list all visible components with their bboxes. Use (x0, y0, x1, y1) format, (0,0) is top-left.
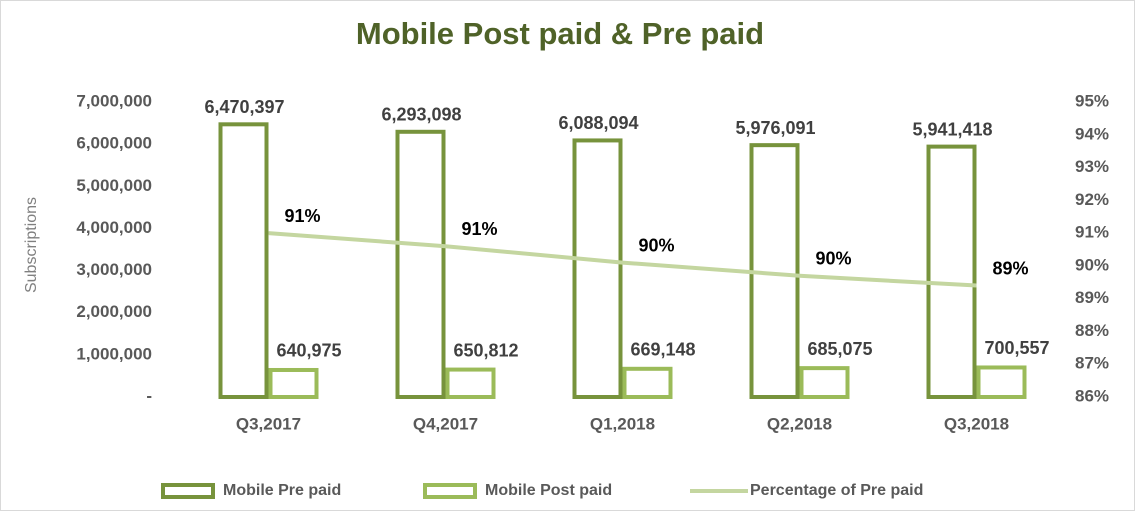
x-tick-label: Q3,2017 (236, 414, 301, 433)
data-label: 700,557 (985, 338, 1050, 358)
y2-tick-label: 88% (1075, 321, 1109, 340)
y-tick-label: 1,000,000 (76, 344, 152, 363)
y-tick-label: 7,000,000 (76, 91, 152, 110)
legend-label: Mobile Post paid (485, 482, 612, 499)
x-tick-label: Q2,2018 (767, 414, 832, 433)
data-label: 650,812 (454, 340, 519, 360)
data-label: 89% (993, 258, 1029, 278)
data-label: 91% (462, 219, 498, 239)
legend-swatch (423, 483, 477, 499)
y2-tick-label: 92% (1075, 190, 1109, 209)
y2-tick-label: 95% (1075, 91, 1109, 110)
y-tick-label: 5,000,000 (76, 176, 152, 195)
y2-tick-label: 93% (1075, 157, 1109, 176)
y2-tick-label: 90% (1075, 255, 1109, 274)
bar (268, 367, 319, 400)
y-tick-label: 4,000,000 (76, 218, 152, 237)
line (268, 231, 977, 288)
x-tick-label: Q4,2017 (413, 414, 478, 433)
y-tick-label: 2,000,000 (76, 302, 152, 321)
y2-tick-label: 87% (1075, 354, 1109, 373)
y2-tick-label: 94% (1075, 124, 1109, 143)
legend-swatch (161, 483, 215, 499)
bar (622, 366, 673, 400)
bar (395, 129, 446, 399)
bar (799, 366, 850, 399)
data-label: 669,148 (631, 340, 696, 360)
y2-tick-label: 89% (1075, 288, 1109, 307)
chart-title: Mobile Post paid & Pre paid (356, 16, 764, 51)
data-label: 6,088,094 (558, 113, 638, 133)
bar (926, 144, 977, 399)
y2-tick-label: 91% (1075, 223, 1109, 242)
data-label: 90% (639, 235, 675, 255)
x-tick-label: Q3,2018 (944, 414, 1009, 433)
data-label: 90% (816, 248, 852, 268)
bar (572, 138, 623, 399)
y2-tick-label: 86% (1075, 386, 1109, 405)
data-label: 5,941,418 (912, 119, 992, 139)
data-label: 6,470,397 (204, 97, 284, 117)
bar (976, 365, 1027, 400)
data-label: 91% (285, 206, 321, 226)
data-label: 6,293,098 (381, 105, 461, 125)
data-label: 685,075 (808, 339, 873, 359)
y-tick-label: 6,000,000 (76, 134, 152, 153)
x-tick-label: Q1,2018 (590, 414, 655, 433)
legend-label: Percentage of Pre paid (750, 482, 923, 499)
data-label: 640,975 (277, 341, 342, 361)
data-label: 5,976,091 (735, 118, 815, 138)
legend-label: Mobile Pre paid (223, 482, 341, 499)
y-tick-label: - (146, 386, 152, 405)
bar (445, 367, 496, 400)
y-tick-label: 3,000,000 (76, 260, 152, 279)
y-axis-title: Subscriptions (23, 197, 40, 293)
bar (218, 122, 269, 400)
